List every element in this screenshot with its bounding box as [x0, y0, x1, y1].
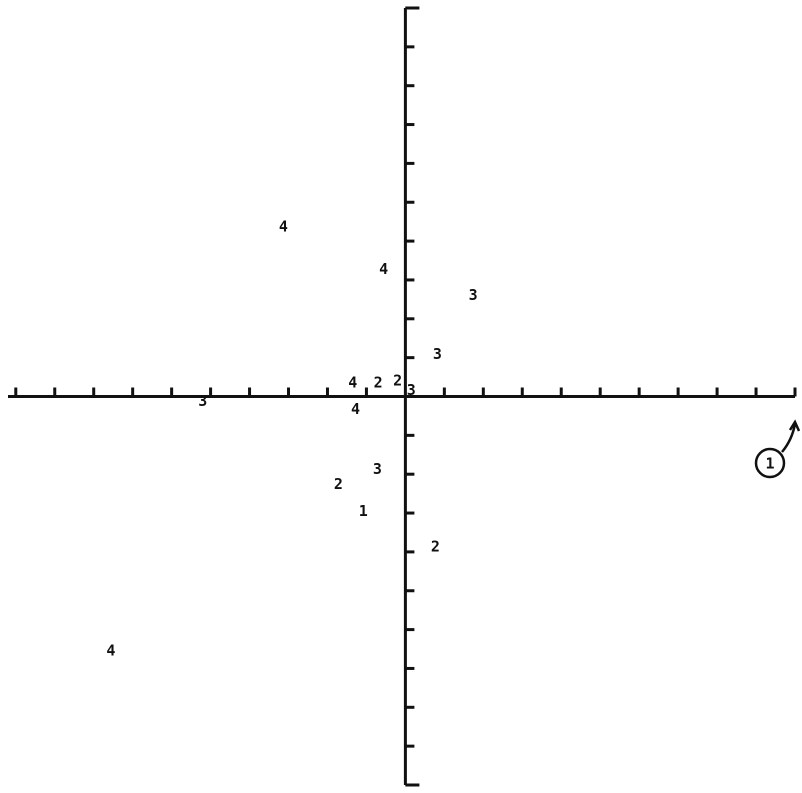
point-label: 3 — [407, 381, 416, 399]
point-label: 4 — [379, 260, 388, 278]
annotation-circle — [754, 447, 786, 479]
point-label: 3 — [198, 392, 207, 410]
point-label: 4 — [279, 218, 288, 236]
point-label: 2 — [393, 371, 402, 389]
annotation-arrow — [781, 419, 801, 453]
point-label: 4 — [351, 400, 360, 418]
point-label: 2 — [334, 475, 343, 493]
point-label: 3 — [373, 460, 382, 478]
point-label: 1 — [359, 502, 368, 520]
point-label: 3 — [433, 345, 442, 363]
point-label: 2 — [374, 373, 383, 391]
annotation: 1 — [765, 455, 774, 473]
point-label: 3 — [469, 286, 478, 304]
point-label: 2 — [431, 537, 440, 555]
point-label: 4 — [106, 641, 115, 659]
point-label: 4 — [348, 373, 357, 391]
